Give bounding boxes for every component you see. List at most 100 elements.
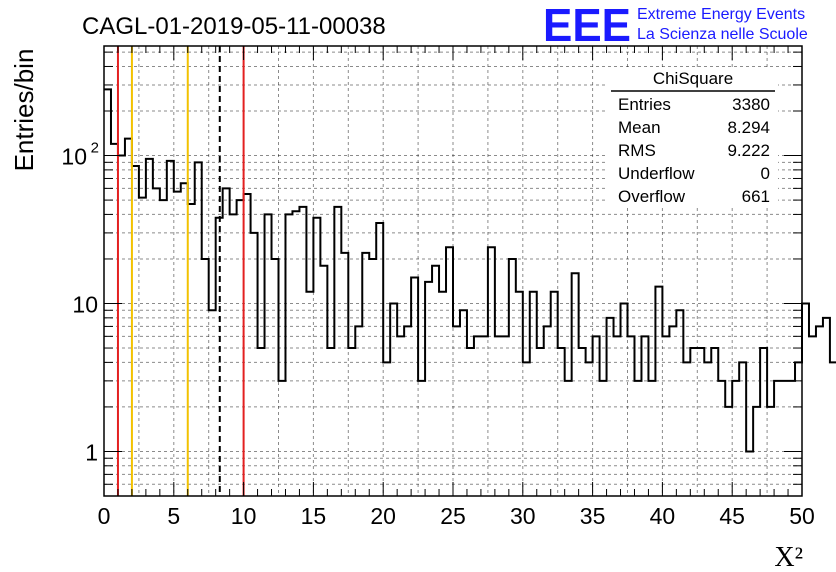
histogram-bin [474,336,481,496]
histogram-bin [795,362,802,496]
histogram-bin [181,183,188,496]
histogram-bin [383,362,390,496]
histogram-bin [362,253,369,496]
histogram-bin [823,318,830,496]
histogram-bin [167,161,174,496]
x-tick-label: 25 [440,503,466,529]
stats-value: 0 [761,164,770,183]
histogram-bin [425,282,432,496]
histogram-bin [174,192,181,496]
histogram-bin [467,348,474,496]
stats-value: 9.222 [727,141,770,160]
histogram-bin [251,233,258,496]
histogram-bin [690,348,697,496]
histogram-layer [104,88,836,496]
histogram-bin [537,348,544,496]
histogram-bin [195,162,202,496]
histogram-bin [348,348,355,496]
y-axis-title-group: Entries/bin [9,49,39,172]
y-axis-title: Entries/bin [9,49,39,172]
histogram-bin [781,381,788,496]
histogram-bin [153,188,160,496]
histogram-bin [704,362,711,496]
y-tick-label: 10 [72,292,98,318]
histogram-bin [285,214,292,496]
stats-box: ChiSquare Entries 3380 Mean 8.294 RMS 9.222 Und… [608,68,778,208]
histogram-bin [320,266,327,496]
histogram-bin [418,381,425,496]
histogram-bin [614,336,621,496]
histogram-bin [237,200,244,496]
histogram-bin [718,381,725,496]
histogram-bin [746,451,753,496]
histogram-bin [516,292,523,496]
histogram-bin [802,304,809,496]
eee-logo: EEE Extreme Energy Events La Scienza nel… [543,0,808,51]
histogram-bin [641,336,648,496]
histogram-bin [132,166,139,496]
y-tick-label: 10 [61,144,87,170]
histogram-bin [551,292,558,496]
histogram-bin [341,253,348,496]
stats-value: 8.294 [727,118,770,137]
histogram-bin [502,336,509,496]
x-tick-label: 15 [301,503,327,529]
eee-logo-line1: Extreme Energy Events [637,6,805,23]
histogram-bin [223,188,230,496]
histogram-bin [376,223,383,496]
chart-title: CAGL-01-2019-05-11-00038 [82,13,386,40]
histogram-bin [572,273,579,496]
histogram-bin [327,348,334,496]
histogram-bin [355,326,362,496]
y-tick-label: 1 [85,439,98,465]
histogram-bin [495,336,502,496]
histogram-bin [509,259,516,496]
histogram-bin [725,407,732,496]
x-axis-title: X² [774,542,803,572]
histogram-bin [244,194,251,496]
histogram-bin [676,310,683,496]
stats-label: RMS [618,141,656,160]
histogram-bin [565,381,572,496]
histogram-bin [628,336,635,496]
stats-label: Underflow [618,164,695,183]
histogram-bin [669,326,676,496]
histogram-bin [662,336,669,496]
histogram-bin [767,407,774,496]
histogram-bin [655,287,662,496]
y-tick-exponent: 2 [91,140,99,157]
histogram-bin [621,304,628,496]
histogram-bin [446,247,453,496]
x-tick-label: 20 [370,503,396,529]
histogram-bin [593,336,600,496]
histogram-bin [188,204,195,496]
eee-logo-line2: La Scienza nelle Scuole [637,26,808,43]
stats-value: 3380 [732,95,770,114]
stats-box-title: ChiSquare [653,69,733,88]
histogram-bin [753,407,760,496]
histogram-bin [118,156,125,496]
histogram-bin [279,381,286,496]
histogram-bin [104,89,111,496]
histogram-bin [453,326,460,496]
histogram-bin [523,362,530,496]
histogram-bin [732,381,739,496]
histogram-bin [334,207,341,496]
histogram-bin [634,381,641,496]
histogram-bin [125,139,132,496]
stats-label: Mean [618,118,661,137]
histogram-bin [586,362,593,496]
histogram-outline [104,88,836,453]
histogram-bin [432,266,439,496]
histogram-bin [111,144,118,496]
histogram-bin [313,218,320,496]
histogram-bin [272,259,279,496]
stats-label: Overflow [618,187,686,206]
x-tick-label: 5 [167,503,180,529]
histogram-bin [683,362,690,496]
stats-label: Entries [618,95,671,114]
histogram-bin [788,381,795,496]
histogram-bin [292,211,299,496]
